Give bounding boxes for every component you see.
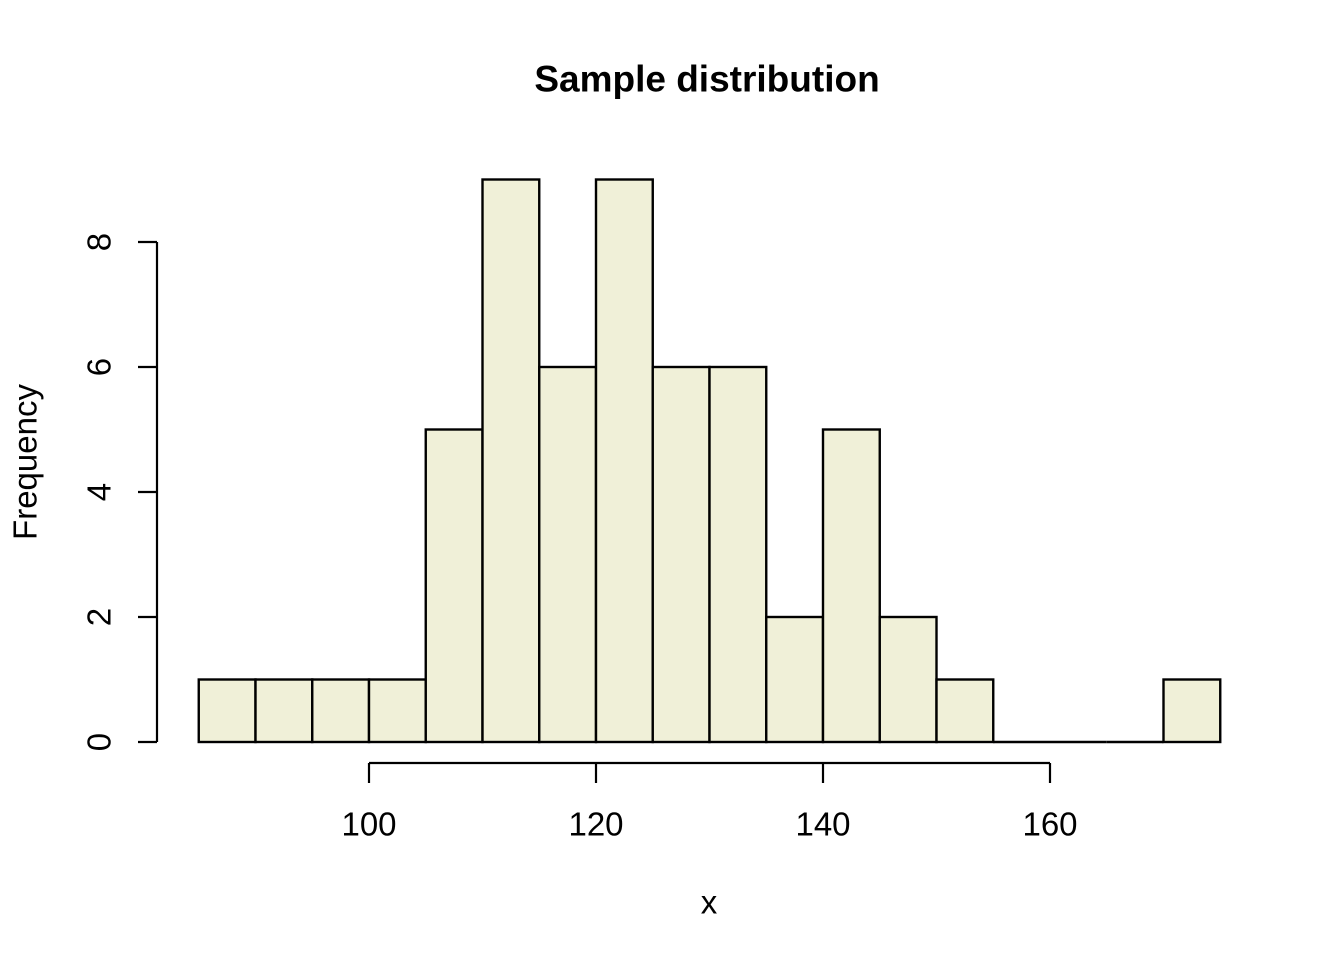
histogram-bar	[821, 428, 881, 744]
histogram-bar	[538, 365, 598, 744]
axes-layer: 100 120 140 160 0 2 4 6 8	[81, 233, 1078, 843]
histogram-bar	[765, 615, 825, 744]
x-axis-label: x	[701, 884, 718, 921]
histogram-bar	[708, 365, 768, 744]
x-tick-label: 100	[341, 806, 396, 843]
y-tick-label: 6	[81, 358, 118, 376]
histogram-bar	[651, 365, 711, 744]
histogram-bar	[935, 678, 995, 744]
y-tick-label: 2	[81, 608, 118, 626]
histogram-bar	[254, 678, 314, 744]
y-tick-label: 0	[81, 733, 118, 751]
histogram-bar	[594, 178, 654, 744]
y-axis-label: Frequency	[7, 384, 44, 540]
x-tick-label: 160	[1022, 806, 1077, 843]
y-tick-label: 8	[81, 233, 118, 251]
bars-layer	[197, 178, 1222, 744]
histogram-bar	[424, 428, 484, 744]
histogram-bar	[878, 615, 938, 744]
histogram-bar	[367, 678, 427, 744]
histogram-bar	[197, 678, 257, 744]
x-tick-label: 120	[568, 806, 623, 843]
y-tick-label: 4	[81, 483, 118, 501]
histogram-bar	[481, 178, 541, 744]
histogram-bar	[1162, 678, 1222, 744]
chart-title: Sample distribution	[534, 59, 879, 100]
histogram-bar	[311, 678, 371, 744]
x-tick-label: 140	[795, 806, 850, 843]
